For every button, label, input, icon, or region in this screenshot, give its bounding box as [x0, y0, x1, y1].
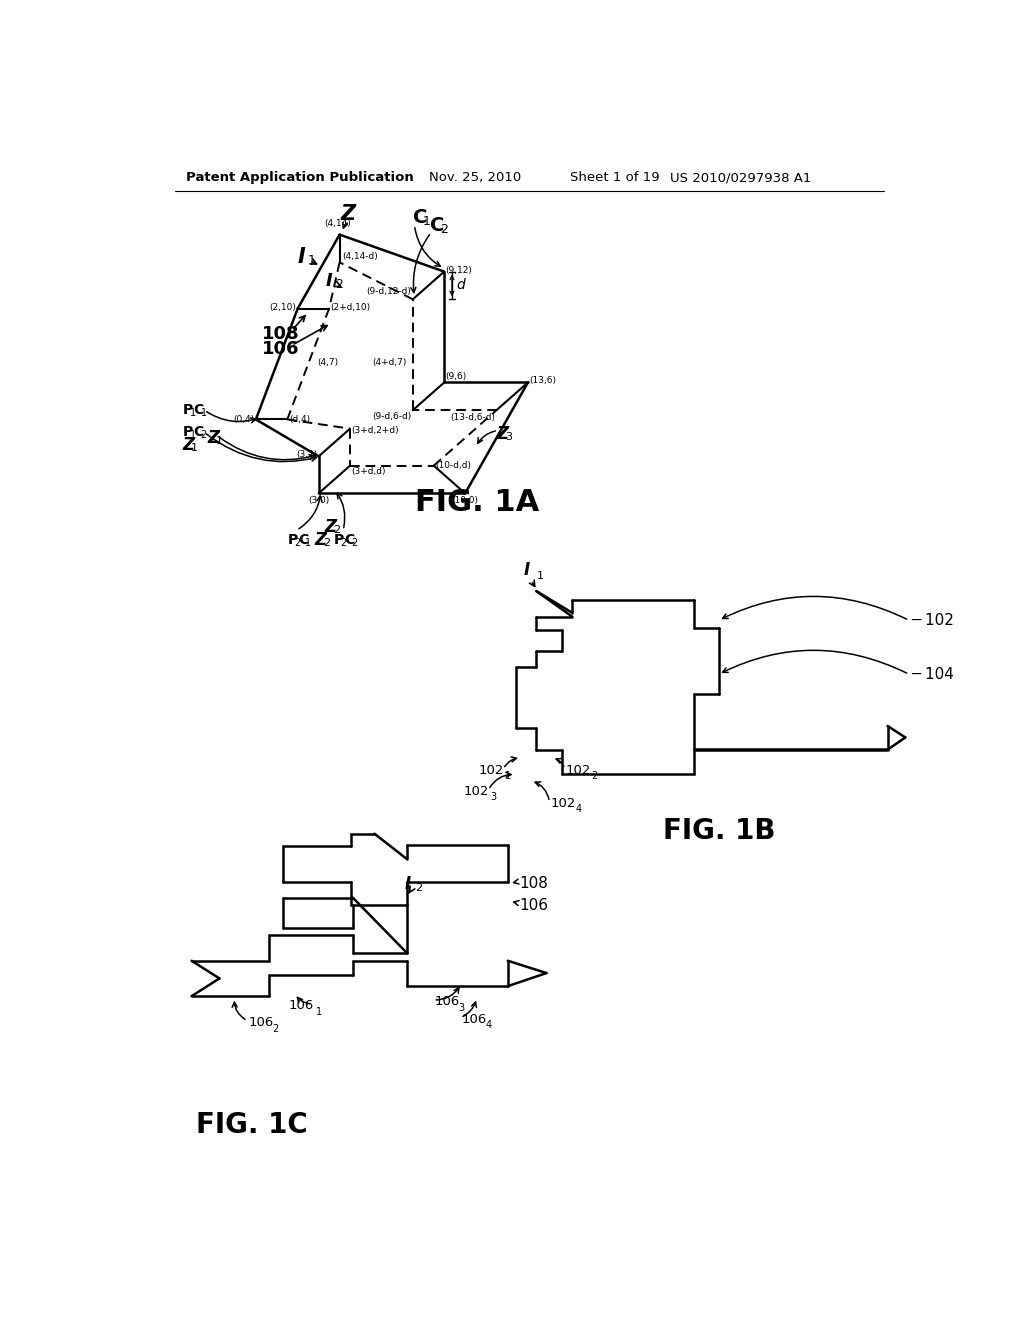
Text: (9-d,12-d): (9-d,12-d): [367, 288, 412, 296]
Text: 102: 102: [566, 764, 591, 777]
Text: C: C: [345, 532, 355, 546]
Text: (2,10): (2,10): [269, 302, 296, 312]
Text: P: P: [182, 425, 193, 440]
Text: P: P: [334, 532, 344, 546]
Text: 108: 108: [262, 326, 300, 343]
Text: (10-d,d): (10-d,d): [435, 461, 471, 470]
Text: 1: 1: [216, 436, 223, 446]
Text: 1: 1: [191, 442, 199, 453]
Text: (4,14-d): (4,14-d): [342, 252, 378, 261]
Text: 1: 1: [201, 408, 207, 418]
Text: 2: 2: [415, 883, 422, 892]
Text: Patent Application Publication: Patent Application Publication: [186, 172, 414, 185]
Text: C: C: [413, 209, 427, 227]
Text: (4,14): (4,14): [325, 219, 351, 228]
Text: 106: 106: [434, 995, 460, 1008]
Text: (2+d,10): (2+d,10): [331, 302, 371, 312]
Text: Sheet 1 of 19: Sheet 1 of 19: [569, 172, 659, 185]
Text: 106: 106: [461, 1012, 486, 1026]
Text: Z: Z: [208, 429, 220, 447]
Text: 3: 3: [505, 432, 512, 442]
Text: 2: 2: [334, 524, 341, 535]
Text: C: C: [298, 532, 308, 546]
Text: (4,7): (4,7): [316, 358, 338, 367]
Text: 106: 106: [262, 341, 300, 358]
Text: 3: 3: [490, 792, 497, 801]
Text: (3+d,2+d): (3+d,2+d): [351, 425, 399, 434]
Text: 106: 106: [519, 898, 549, 913]
Text: 2: 2: [201, 430, 207, 441]
Text: Z: Z: [182, 436, 195, 454]
Text: 1: 1: [189, 430, 196, 441]
Text: FIG. 1C: FIG. 1C: [197, 1110, 308, 1139]
Text: 2: 2: [272, 1023, 279, 1034]
Text: 1: 1: [537, 570, 544, 581]
Text: 2: 2: [592, 771, 598, 781]
Text: 4: 4: [575, 804, 582, 814]
Text: Z: Z: [340, 205, 355, 224]
Text: 1: 1: [506, 771, 512, 781]
Text: 2: 2: [341, 537, 347, 548]
Text: I: I: [298, 247, 306, 267]
Text: 108: 108: [519, 876, 548, 891]
Text: Z: Z: [314, 531, 327, 549]
Text: 102: 102: [478, 764, 504, 777]
Text: C: C: [194, 403, 204, 417]
Text: (9-d,6-d): (9-d,6-d): [372, 412, 412, 421]
Text: (0,4): (0,4): [233, 414, 254, 424]
Text: 102: 102: [464, 785, 489, 797]
Text: US 2010/0297938 A1: US 2010/0297938 A1: [671, 172, 812, 185]
Text: 1: 1: [423, 215, 431, 228]
Text: 106: 106: [248, 1016, 273, 1028]
Text: 2: 2: [294, 537, 300, 548]
Text: (10,0): (10,0): [452, 496, 478, 506]
Text: 4: 4: [485, 1020, 492, 1031]
Text: 2: 2: [323, 537, 330, 548]
Text: (9,12): (9,12): [445, 265, 473, 275]
Text: 1: 1: [308, 255, 316, 267]
Text: FIG. 1B: FIG. 1B: [663, 817, 775, 845]
Text: (3+d,d): (3+d,d): [351, 467, 386, 477]
Text: Z: Z: [325, 517, 337, 536]
Text: (3,0): (3,0): [308, 496, 330, 506]
Text: 102: 102: [550, 797, 575, 810]
Text: (13-d,6-d): (13-d,6-d): [450, 413, 495, 422]
Text: P: P: [288, 532, 298, 546]
Text: (9,6): (9,6): [445, 372, 467, 381]
Text: (4+d,7): (4+d,7): [373, 358, 407, 367]
Text: C: C: [429, 216, 444, 235]
Text: 2: 2: [335, 279, 343, 292]
Text: (3,2): (3,2): [296, 450, 317, 459]
Text: 3: 3: [458, 1003, 464, 1012]
Text: 2: 2: [351, 537, 357, 548]
Text: ─ 104: ─ 104: [910, 667, 953, 682]
Text: FIG. 1A: FIG. 1A: [415, 488, 539, 517]
Text: ─ 102: ─ 102: [910, 612, 953, 628]
Text: (13,6): (13,6): [529, 376, 556, 385]
Text: 1: 1: [305, 537, 311, 548]
Text: I: I: [404, 875, 411, 892]
Text: C: C: [194, 425, 204, 440]
Text: d: d: [457, 279, 465, 293]
Text: I: I: [523, 561, 529, 579]
Text: (d,4): (d,4): [289, 414, 310, 424]
Text: 2: 2: [439, 223, 447, 236]
Text: 106: 106: [289, 999, 314, 1012]
Text: Nov. 25, 2010: Nov. 25, 2010: [429, 172, 521, 185]
Text: 1: 1: [189, 408, 196, 418]
Text: Z: Z: [497, 425, 509, 444]
Text: P: P: [182, 403, 193, 417]
Text: I: I: [326, 272, 333, 290]
Text: 1: 1: [315, 1007, 322, 1016]
